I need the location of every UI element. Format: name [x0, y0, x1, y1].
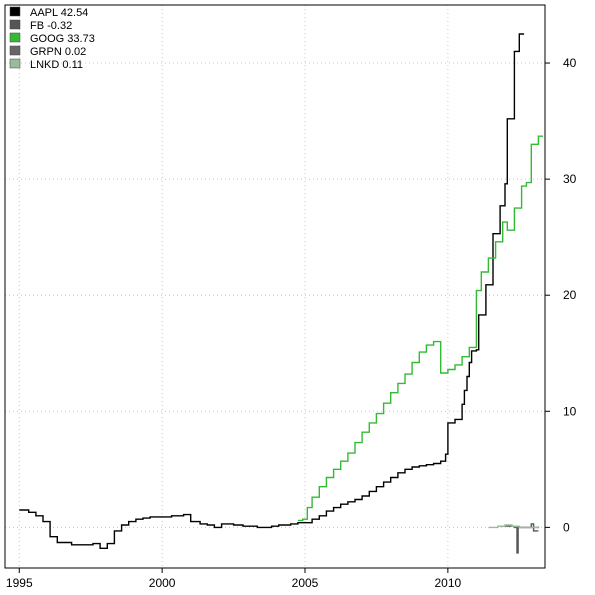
legend-label: GOOG 33.73 — [30, 33, 95, 45]
y-tick-label: 40 — [563, 56, 577, 70]
legend-label: GRPN 0.02 — [30, 46, 86, 58]
legend-swatch — [9, 45, 21, 56]
series-line-aapl — [19, 33, 525, 549]
y-tick-label: 10 — [563, 404, 577, 418]
x-tick-label: 2005 — [292, 576, 319, 590]
y-tick-label: 30 — [563, 172, 577, 186]
x-tick-label: 1995 — [6, 576, 33, 590]
x-tick-label: 2010 — [435, 576, 462, 590]
legend-swatch — [9, 58, 21, 69]
x-axis: 1995 2000 2005 2010 — [6, 568, 462, 590]
legend-label: FB -0.32 — [30, 20, 72, 32]
legend-swatch — [9, 32, 21, 43]
legend-swatch — [9, 6, 21, 17]
legend-swatch — [9, 19, 21, 30]
legend-label: AAPL 42.54 — [30, 7, 88, 19]
series-line-goog — [297, 135, 543, 522]
y-tick-label: 0 — [563, 520, 570, 534]
legend-label: LNKD 0.11 — [30, 59, 83, 71]
plot-frame — [4, 4, 546, 569]
x-tick-label: 2000 — [149, 576, 176, 590]
y-axis: 0 10 20 30 40 — [545, 56, 577, 534]
y-tick-label: 20 — [563, 288, 577, 302]
series-lines — [19, 33, 543, 554]
series-line-lnkd — [488, 524, 540, 529]
